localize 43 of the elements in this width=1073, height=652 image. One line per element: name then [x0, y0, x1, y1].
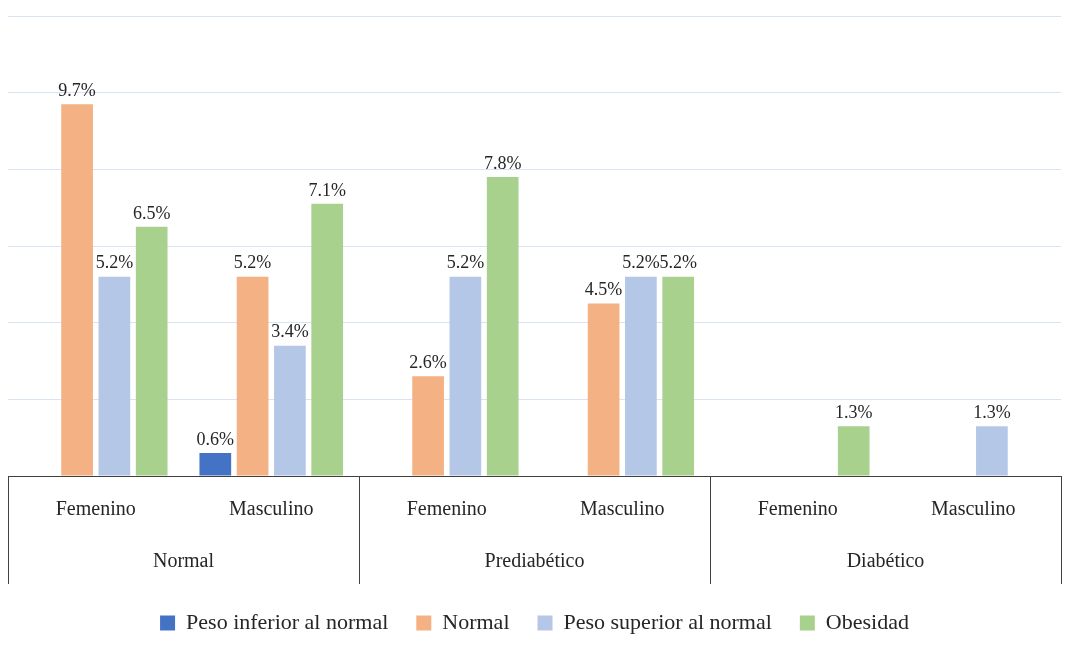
data-label: 9.7% — [58, 79, 96, 100]
data-label: 4.5% — [584, 279, 623, 300]
x-tick-label: Femenino — [406, 497, 487, 520]
legend-label: Peso superior al normal — [563, 608, 772, 634]
bar — [236, 276, 269, 476]
bar — [837, 426, 870, 476]
text: Diabético — [846, 549, 925, 572]
legend-label: Obesidad — [825, 608, 909, 634]
data-label: 5.2% — [446, 252, 485, 273]
bar — [976, 426, 1008, 476]
data-label: 2.6% — [409, 352, 447, 373]
bar — [412, 376, 444, 476]
text: Prediabético — [484, 549, 585, 572]
text: Normal — [152, 549, 215, 572]
data-label: 3.4% — [271, 321, 309, 342]
data-label: 5.2% — [95, 252, 134, 273]
bar — [199, 453, 232, 476]
data-label: 7.8% — [483, 152, 522, 173]
bar — [98, 276, 131, 476]
bar — [311, 203, 344, 476]
bar — [486, 177, 519, 476]
bar — [135, 226, 168, 476]
bar — [662, 276, 695, 476]
legend-label: Normal — [442, 608, 510, 634]
data-label: 0.6% — [196, 428, 235, 449]
data-label: 5.2% — [659, 252, 697, 273]
bar — [449, 276, 482, 476]
x-tick-label: Masculino — [229, 497, 314, 520]
x-tick-label: Femenino — [757, 497, 838, 520]
data-label: 6.5% — [132, 202, 171, 223]
legend-label: Peso inferior al normal — [186, 608, 389, 634]
data-label: 1.3% — [973, 401, 1011, 422]
bar — [587, 303, 620, 476]
x-tick-label: Femenino — [55, 497, 136, 520]
data-label: 5.2% — [622, 252, 660, 273]
bar — [625, 276, 657, 476]
bar — [61, 104, 93, 476]
x-tick-label: Masculino — [580, 497, 665, 520]
x-tick-label: Masculino — [931, 497, 1016, 520]
data-label: 1.3% — [834, 401, 873, 422]
data-label: 7.1% — [308, 179, 346, 200]
data-label: 5.2% — [233, 252, 272, 273]
bar — [274, 345, 306, 476]
